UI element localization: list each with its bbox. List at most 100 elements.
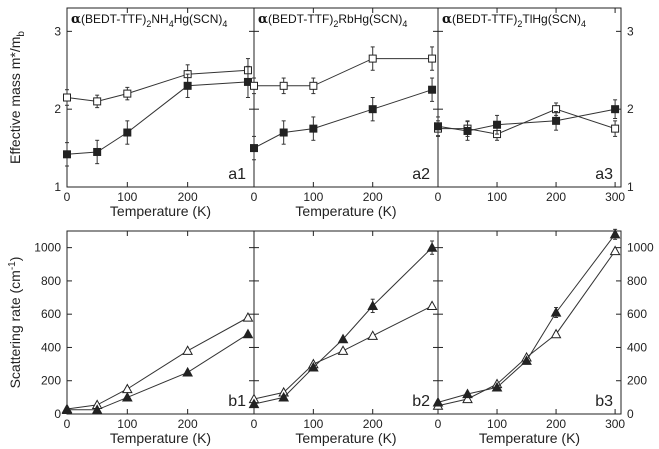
data-point xyxy=(367,300,379,310)
x-tick-label: 100 xyxy=(117,190,137,204)
series-line xyxy=(254,58,433,87)
right-y-tick-label: 0 xyxy=(627,407,634,421)
data-point xyxy=(426,242,438,252)
data-point xyxy=(279,128,288,137)
panel-label: a2 xyxy=(412,166,430,183)
data-point xyxy=(428,54,437,63)
series-line xyxy=(253,247,433,405)
y-axis-title: Scattering rate (cm-1) xyxy=(7,257,23,389)
data-point xyxy=(121,383,133,394)
x-tick-label: 200 xyxy=(546,190,566,204)
data-point xyxy=(611,105,620,114)
data-point xyxy=(609,245,621,256)
y-axis-title: Effective mass m*/mb xyxy=(7,31,27,164)
x-tick-label: 300 xyxy=(605,190,625,204)
y-tick-label: 600 xyxy=(41,307,61,321)
panel-label: a3 xyxy=(595,166,613,183)
panel-frame xyxy=(253,230,439,415)
data-point xyxy=(279,81,288,90)
data-point xyxy=(248,398,260,409)
data-point xyxy=(182,345,193,355)
data-point xyxy=(121,391,133,402)
data-point xyxy=(491,381,503,392)
x-axis-title: Temperature (K) xyxy=(295,203,396,219)
x-tick-label: 100 xyxy=(303,417,323,431)
right-y-tick-label: 200 xyxy=(627,374,647,388)
data-point xyxy=(521,355,532,365)
data-point xyxy=(611,124,620,133)
panel-title: α(BEDT-TTF)2TlHg(SCN)4 xyxy=(442,12,586,29)
data-point xyxy=(493,120,502,129)
right-y-tick-label: 400 xyxy=(627,340,647,354)
data-point xyxy=(182,366,193,377)
panel-label: b3 xyxy=(595,393,613,410)
data-point xyxy=(550,328,562,339)
x-tick-label: 200 xyxy=(178,417,198,431)
series-line xyxy=(66,81,249,155)
panel-label: a1 xyxy=(228,166,246,183)
x-tick-label: 100 xyxy=(487,190,507,204)
data-point xyxy=(434,122,442,131)
panel-title: α(BEDT-TTF)2RbHg(SCN)4 xyxy=(258,12,407,29)
y-tick-label: 800 xyxy=(41,274,61,288)
y-tick-label: 0 xyxy=(54,407,61,421)
x-tick-label: 0 xyxy=(251,190,258,204)
data-point xyxy=(93,147,102,156)
panel-label: b2 xyxy=(412,393,430,410)
data-point xyxy=(462,388,473,399)
series-line xyxy=(66,69,249,102)
data-point xyxy=(309,124,318,133)
series-line xyxy=(67,333,249,411)
right-y-tick-label: 1 xyxy=(627,180,634,194)
panel-frame xyxy=(437,7,622,188)
panel-frame xyxy=(253,7,439,188)
x-axis-title: Temperature (K) xyxy=(110,203,211,219)
panel-label: b1 xyxy=(228,393,246,410)
data-point xyxy=(250,144,258,153)
x-tick-label: 200 xyxy=(546,417,566,431)
data-point xyxy=(63,150,71,159)
data-point xyxy=(242,328,254,339)
data-point xyxy=(242,311,254,322)
y-tick-label: 200 xyxy=(41,374,61,388)
data-point xyxy=(462,393,473,404)
right-y-tick-label: 800 xyxy=(627,274,647,288)
y-tick-label: 400 xyxy=(41,340,61,354)
data-point xyxy=(367,330,379,340)
data-point xyxy=(250,81,258,90)
panel-frame xyxy=(66,230,255,415)
data-point xyxy=(309,81,318,90)
x-axis-title: Temperature (K) xyxy=(479,430,580,446)
data-point xyxy=(308,361,319,372)
x-tick-label: 200 xyxy=(178,190,198,204)
panel-a1: 0 100 200 1 2 3 Temperature (K) Effective mass … xyxy=(7,7,255,219)
x-tick-label: 200 xyxy=(363,417,383,431)
x-tick-label: 0 xyxy=(435,417,442,431)
data-point xyxy=(123,128,132,137)
y-tick-label: 3 xyxy=(54,24,61,38)
data-point xyxy=(337,345,349,355)
data-point xyxy=(432,396,444,407)
series-line xyxy=(437,233,616,403)
y-tick-label: 2 xyxy=(54,102,61,116)
data-point xyxy=(337,333,349,344)
x-tick-label: 0 xyxy=(435,190,442,204)
data-point xyxy=(428,85,437,94)
right-y-tick-label: 1000 xyxy=(627,241,654,255)
panel-frame xyxy=(437,230,622,415)
data-point xyxy=(463,126,472,135)
y-tick-label: 1000 xyxy=(34,241,61,255)
x-axis-title: Temperature (K) xyxy=(295,430,396,446)
panel-b1: 0 100 200 0 200 400 600 800 1000 Temperature (K) S… xyxy=(7,230,255,446)
data-point xyxy=(61,404,73,414)
data-point xyxy=(368,54,377,63)
data-point xyxy=(183,81,192,90)
x-tick-label: 0 xyxy=(251,417,258,431)
series-line xyxy=(437,250,616,407)
panel-title: α(BEDT-TTF)2NH4Hg(SCN)4 xyxy=(71,12,227,29)
data-point xyxy=(93,97,102,106)
